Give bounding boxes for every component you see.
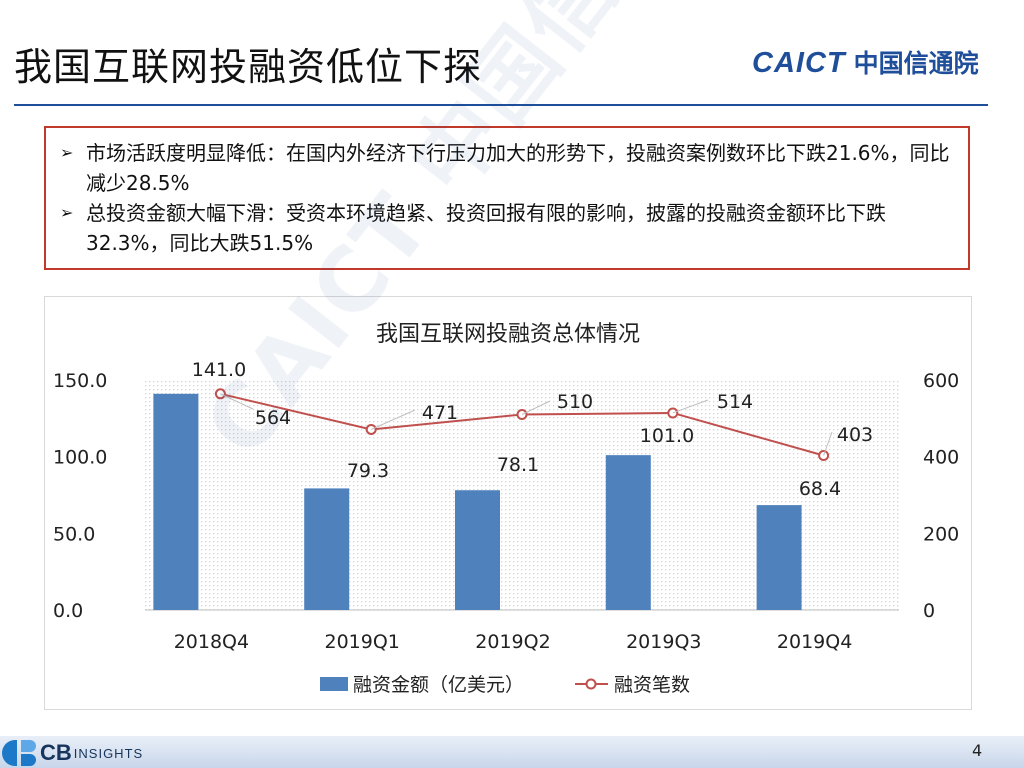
y-right-tick-label: 400 bbox=[923, 447, 959, 469]
logo-en-text: CAICT bbox=[752, 47, 846, 79]
line-data-label: 564 bbox=[255, 407, 291, 429]
title-divider bbox=[14, 104, 988, 106]
data-label-leader bbox=[823, 431, 833, 456]
y-left-tick-label: 50.0 bbox=[53, 523, 95, 545]
page-number: 4 bbox=[972, 741, 983, 760]
line-data-label: 510 bbox=[557, 391, 593, 413]
data-label-leader bbox=[672, 399, 709, 414]
caict-logo: CAICT 中国信通院 bbox=[752, 44, 979, 80]
bullet-marker-icon: ➢ bbox=[60, 143, 74, 162]
line-point bbox=[667, 407, 679, 419]
bullet-marker-icon: ➢ bbox=[60, 203, 74, 222]
bar bbox=[756, 505, 802, 610]
x-tick-label: 2019Q3 bbox=[626, 631, 701, 653]
summary-bullet-text: 总投资金额大幅下滑：受资本环境趋紧、投资回报有限的影响，披露的投融资金额环比下跌… bbox=[86, 201, 886, 255]
bar bbox=[304, 488, 350, 610]
y-left-tick-label: 100.0 bbox=[53, 447, 107, 469]
footer-band bbox=[0, 736, 1024, 768]
slide-title: 我国互联网投融资低位下探 bbox=[14, 45, 483, 89]
bar-data-label: 78.1 bbox=[497, 454, 539, 476]
combo-chart: 我国互联网投融资总体情况 0.0 50.0 100.0 150.0 0 200 400 600 1… bbox=[53, 322, 959, 696]
bar-data-label: 141.0 bbox=[192, 359, 246, 381]
summary-bullet-1: ➢ 市场活跃度明显降低：在国内外经济下行压力加大的形势下，投融资案例数环比下跌2… bbox=[60, 138, 956, 198]
y-right-tick-label: 200 bbox=[923, 523, 959, 545]
x-tick-label: 2019Q2 bbox=[475, 631, 550, 653]
line-point bbox=[365, 423, 377, 435]
data-label-leader bbox=[370, 409, 416, 430]
bar-data-label: 79.3 bbox=[347, 460, 389, 482]
chart-panel: 我国互联网投融资总体情况 0.0 50.0 100.0 150.0 0 200 400 600 1… bbox=[44, 296, 972, 710]
legend-bar-label: 融资金额（亿美元） bbox=[353, 674, 524, 696]
summary-box: ➢ 市场活跃度明显降低：在国内外经济下行压力加大的形势下，投融资案例数环比下跌2… bbox=[44, 126, 970, 270]
cb-logo-subtext: INSIGHTS bbox=[73, 745, 144, 761]
summary-bullet-text: 市场活跃度明显降低：在国内外经济下行压力加大的形势下，投融资案例数环比下跌21.… bbox=[86, 141, 950, 195]
bar-data-label: 101.0 bbox=[640, 425, 694, 447]
legend-bar-swatch bbox=[320, 677, 348, 691]
bar bbox=[605, 455, 651, 610]
legend-line-marker bbox=[585, 678, 597, 690]
line-data-label: 471 bbox=[422, 402, 458, 424]
y-right-tick-label: 0 bbox=[923, 600, 935, 622]
bar bbox=[153, 393, 199, 610]
line-data-label: 403 bbox=[837, 424, 873, 446]
cb-insights-logo: CB INSIGHTS bbox=[2, 740, 143, 766]
x-tick-label: 2019Q1 bbox=[324, 631, 399, 653]
chart-title: 我国互联网投融资总体情况 bbox=[376, 322, 640, 347]
logo-cn-text: 中国信通院 bbox=[853, 49, 979, 78]
summary-bullet-2: ➢ 总投资金额大幅下滑：受资本环境趋紧、投资回报有限的影响，披露的投融资金额环比… bbox=[60, 198, 956, 258]
x-tick-label: 2018Q4 bbox=[174, 631, 249, 653]
data-label-leader bbox=[220, 393, 254, 410]
cb-logo-text: CB bbox=[40, 740, 72, 765]
y-left-tick-label: 0.0 bbox=[53, 600, 83, 622]
legend-line-label: 融资笔数 bbox=[614, 674, 690, 696]
y-right-tick-label: 600 bbox=[923, 370, 959, 392]
bar bbox=[455, 490, 500, 610]
cb-logo-icon bbox=[2, 740, 36, 766]
line-data-label: 514 bbox=[717, 391, 753, 413]
x-tick-label: 2019Q4 bbox=[777, 631, 852, 653]
line-point bbox=[214, 388, 226, 400]
y-left-tick-label: 150.0 bbox=[53, 370, 107, 392]
bar-data-label: 68.4 bbox=[799, 478, 841, 500]
data-label-leader bbox=[521, 400, 551, 415]
